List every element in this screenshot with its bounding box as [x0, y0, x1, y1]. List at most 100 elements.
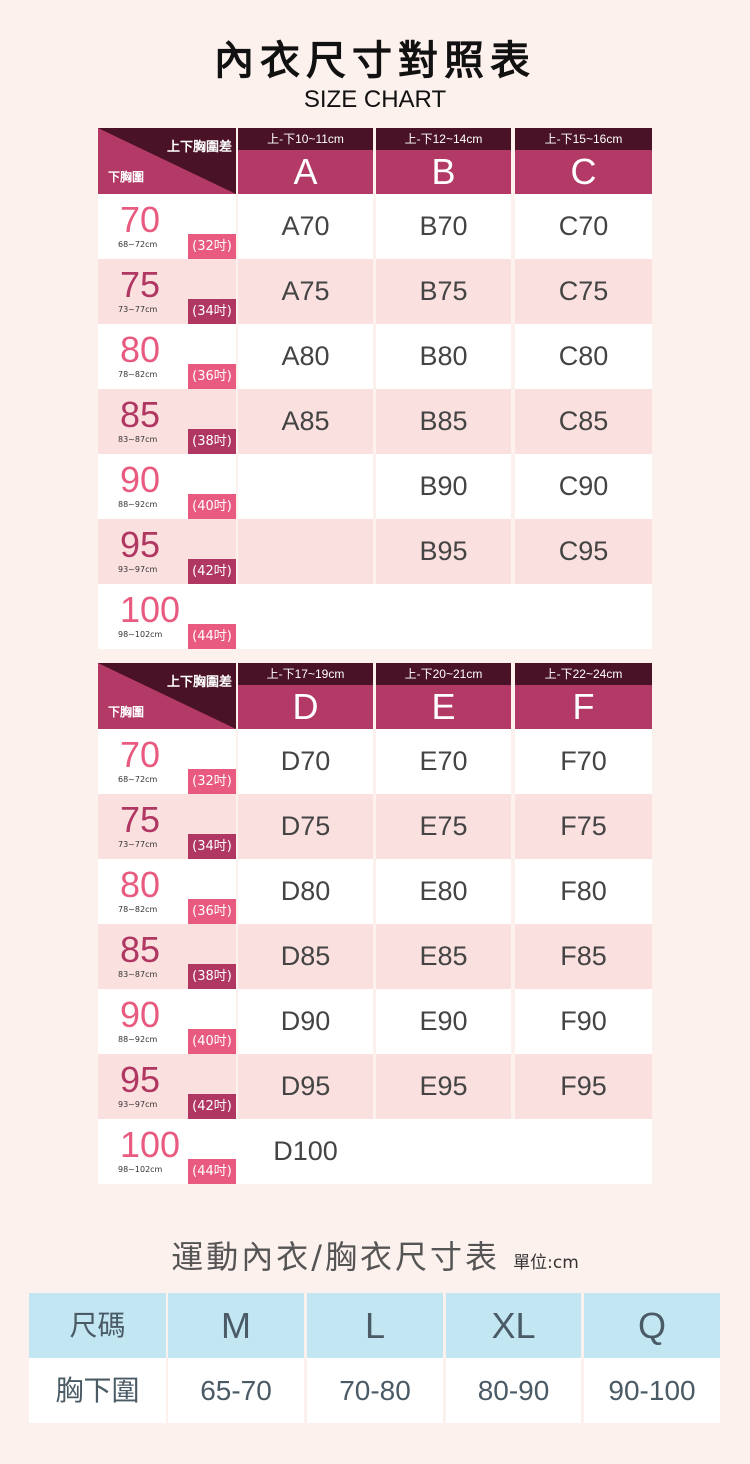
size-cell: D70 — [238, 729, 373, 794]
band-size-number: 75 — [120, 264, 161, 305]
table-row: 70 68~72cm (32吋) A70 B70 C70 — [98, 194, 652, 259]
cup-column-header: 上-下17~19cm D — [238, 663, 373, 729]
cup-column-header: 上-下22~24cm F — [515, 663, 652, 729]
sports-data-row: 胸下圍 65-70 70-80 80-90 90-100 — [29, 1358, 720, 1423]
table-row: 100 98~102cm (44吋) — [98, 584, 652, 649]
cup-column-header: 上-下15~16cm C — [515, 128, 652, 194]
corner-bottom-label: 下胸圍 — [108, 705, 145, 719]
cup-range: 上-下20~21cm — [376, 663, 511, 685]
sports-title-text: 運動內衣/胸衣尺寸表 — [171, 1238, 500, 1276]
inch-badge: (32吋) — [188, 769, 236, 794]
table-header: 上下胸圍差 下胸圍 上-下17~19cm D 上-下20~21cm E 上-下22~24cm… — [98, 663, 652, 729]
size-cell: E80 — [376, 859, 511, 924]
table-row: 100 98~102cm (44吋) D100 — [98, 1119, 652, 1184]
size-cell: E70 — [376, 729, 511, 794]
inch-badge: (42吋) — [188, 1094, 236, 1119]
band-size-cm: 88~92cm — [118, 500, 158, 509]
size-cell: D85 — [238, 924, 373, 989]
band-size-cell: 90 88~92cm (40吋) — [98, 454, 236, 519]
table-header: 上下胸圍差 下胸圍 上-下10~11cm A 上-下12~14cm B 上-下15~16cm… — [98, 128, 652, 194]
size-cell: A85 — [238, 389, 373, 454]
size-cell: A80 — [238, 324, 373, 389]
band-size-cm: 68~72cm — [118, 775, 158, 784]
table-row: 70 68~72cm (32吋) D70 E70 F70 — [98, 729, 652, 794]
size-cell — [238, 454, 373, 519]
band-size-cm: 98~102cm — [118, 1165, 163, 1174]
band-size-cell: 90 88~92cm (40吋) — [98, 989, 236, 1054]
band-size-cm: 88~92cm — [118, 1035, 158, 1044]
size-cell: D90 — [238, 989, 373, 1054]
size-cell: E95 — [376, 1054, 511, 1119]
size-cell: B80 — [376, 324, 511, 389]
table-row: 80 78~82cm (36吋) A80 B80 C80 — [98, 324, 652, 389]
size-cell: D80 — [238, 859, 373, 924]
band-size-cell: 85 83~87cm (38吋) — [98, 924, 236, 989]
size-cell: E85 — [376, 924, 511, 989]
cup-letter: E — [376, 685, 511, 729]
band-size-cell: 100 98~102cm (44吋) — [98, 584, 236, 649]
cup-column-header: 上-下10~11cm A — [238, 128, 373, 194]
cup-letter: C — [515, 150, 652, 194]
table-row: 75 73~77cm (34吋) A75 B75 C75 — [98, 259, 652, 324]
inch-badge: (32吋) — [188, 234, 236, 259]
cup-range: 上-下15~16cm — [515, 128, 652, 150]
size-cell: C90 — [515, 454, 652, 519]
sports-header-row: 尺碼 M L XL Q — [29, 1293, 720, 1358]
band-size-cell: 75 73~77cm (34吋) — [98, 794, 236, 859]
corner-top-label: 上下胸圍差 — [166, 675, 232, 690]
size-table: 上下胸圍差 下胸圍 上-下10~11cm A 上-下12~14cm B 上-下15~16cm… — [98, 128, 652, 649]
size-table: 上下胸圍差 下胸圍 上-下17~19cm D 上-下20~21cm E 上-下22~24cm… — [98, 663, 652, 1184]
size-cell: D75 — [238, 794, 373, 859]
corner-header: 上下胸圍差下胸圍 — [98, 663, 236, 729]
sports-title: 運動內衣/胸衣尺寸表 單位:cm — [0, 1232, 750, 1278]
size-header: Q — [584, 1293, 720, 1358]
cup-range: 上-下10~11cm — [238, 128, 373, 150]
band-size-cm: 83~87cm — [118, 435, 158, 444]
diagonal-shape — [98, 663, 236, 729]
band-size-number: 100 — [120, 1124, 181, 1165]
table-row: 80 78~82cm (36吋) D80 E80 F80 — [98, 859, 652, 924]
band-size-number: 80 — [120, 329, 161, 370]
size-cell: B70 — [376, 194, 511, 259]
size-cell: F95 — [515, 1054, 652, 1119]
size-cell: D95 — [238, 1054, 373, 1119]
band-size-number: 70 — [120, 734, 161, 775]
sports-size-table: 尺碼 M L XL Q 胸下圍 65-70 70-80 80-90 90-100 — [29, 1293, 720, 1423]
band-size-cm: 73~77cm — [118, 305, 158, 314]
size-cell — [515, 584, 652, 649]
cup-range: 上-下22~24cm — [515, 663, 652, 685]
size-cell — [376, 1119, 511, 1184]
band-size-number: 90 — [120, 459, 161, 500]
band-size-number: 70 — [120, 199, 161, 240]
corner-header: 上下胸圍差 下胸圍 — [98, 128, 236, 194]
underbust-value: 90-100 — [584, 1358, 720, 1423]
underbust-value: 80-90 — [446, 1358, 581, 1423]
size-cell: E90 — [376, 989, 511, 1054]
band-size-cell: 80 78~82cm (36吋) — [98, 324, 236, 389]
inch-badge: (38吋) — [188, 429, 236, 454]
cup-range: 上-下17~19cm — [238, 663, 373, 685]
inch-badge: (44吋) — [188, 1159, 236, 1184]
size-cell: C95 — [515, 519, 652, 584]
size-cell: F75 — [515, 794, 652, 859]
band-size-number: 85 — [120, 929, 161, 970]
band-size-cell: 70 68~72cm (32吋) — [98, 729, 236, 794]
band-size-cm: 73~77cm — [118, 840, 158, 849]
inch-badge: (40吋) — [188, 1029, 236, 1054]
cup-letter: B — [376, 150, 511, 194]
size-cell: C75 — [515, 259, 652, 324]
band-size-cell: 95 93~97cm (42吋) — [98, 519, 236, 584]
corner-top-label: 上下胸圍差 — [166, 140, 232, 155]
size-cell — [238, 519, 373, 584]
band-size-cell: 95 93~97cm (42吋) — [98, 1054, 236, 1119]
size-header: M — [168, 1293, 304, 1358]
size-cell: A70 — [238, 194, 373, 259]
size-cell: F70 — [515, 729, 652, 794]
size-cell: C80 — [515, 324, 652, 389]
size-cell: B95 — [376, 519, 511, 584]
diagonal-shape — [98, 128, 236, 194]
size-cell: B90 — [376, 454, 511, 519]
band-size-cm: 78~82cm — [118, 370, 158, 379]
band-size-number: 85 — [120, 394, 161, 435]
size-cell — [238, 584, 373, 649]
